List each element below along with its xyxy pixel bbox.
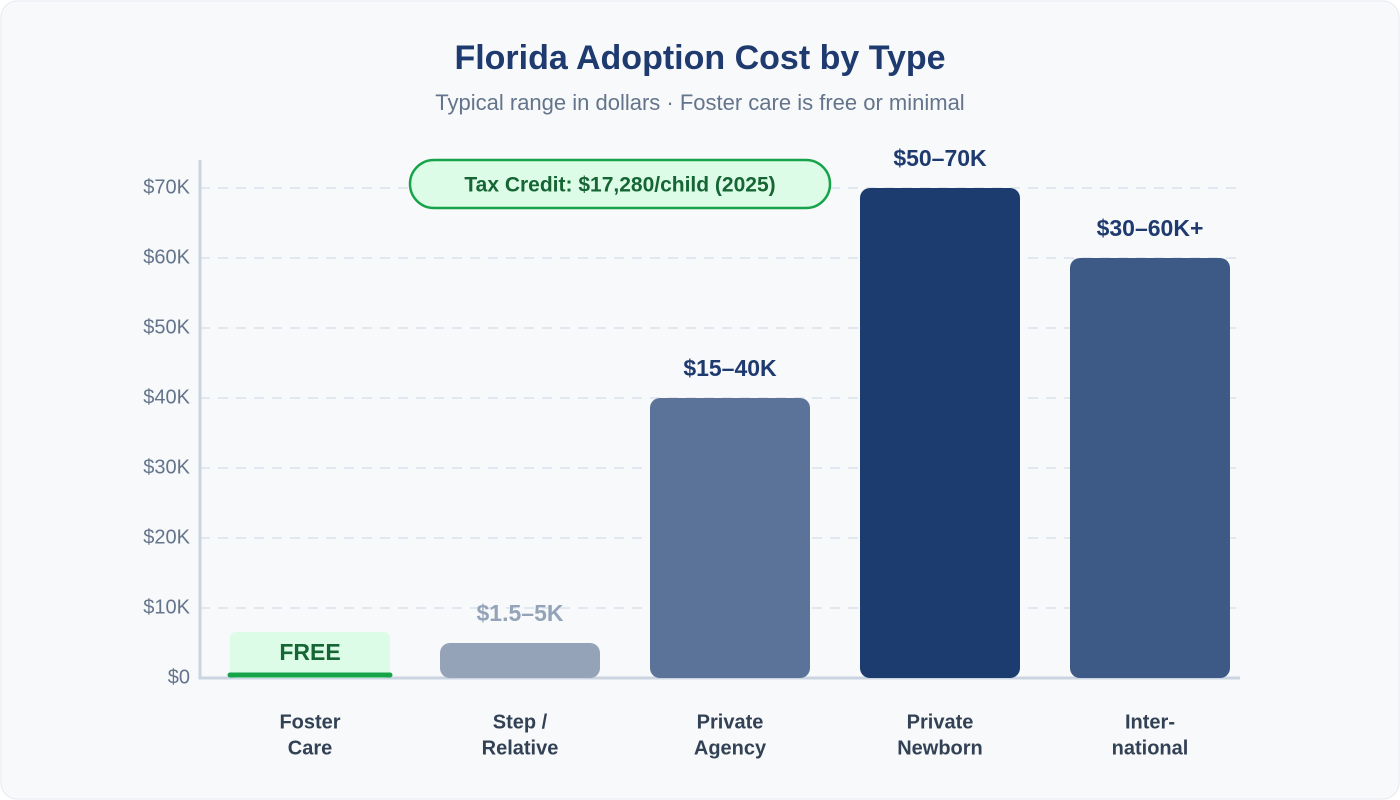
x-tick-label: Inter- xyxy=(1125,711,1175,733)
bar xyxy=(650,398,810,678)
value-label: $50–70K xyxy=(893,145,987,171)
y-tick-label: $10K xyxy=(143,596,190,618)
x-tick-label: Step / xyxy=(493,711,548,733)
x-tick-label: Care xyxy=(288,737,332,759)
value-label: $30–60K+ xyxy=(1097,215,1204,241)
x-tick-label: Newborn xyxy=(897,737,983,759)
y-tick-label: $0 xyxy=(168,666,190,688)
x-tick-label: Private xyxy=(697,711,764,733)
y-tick-label: $30K xyxy=(143,456,190,478)
bar xyxy=(1070,258,1230,678)
x-tick-label: Agency xyxy=(694,737,767,759)
y-tick-label: $50K xyxy=(143,316,190,338)
y-tick-label: $60K xyxy=(143,246,190,268)
free-badge xyxy=(230,632,390,678)
chart-subtitle: Typical range in dollars · Foster care i… xyxy=(435,90,964,115)
bar xyxy=(440,643,600,678)
y-tick-label: $70K xyxy=(143,176,190,198)
x-tick-label: Foster xyxy=(279,711,340,733)
value-label: FREE xyxy=(279,639,340,665)
y-tick-label: $40K xyxy=(143,386,190,408)
annotation-box xyxy=(408,158,832,210)
value-label: $15–40K xyxy=(683,355,777,381)
y-tick-label: $20K xyxy=(143,526,190,548)
value-label: $1.5–5K xyxy=(477,600,564,626)
x-tick-label: Relative xyxy=(482,737,559,759)
bar xyxy=(860,188,1020,678)
x-tick-label: Private xyxy=(907,711,974,733)
annotation: Tax Credit: $17,280/child (2025) xyxy=(464,174,775,197)
plot: $0 $10K $20K $30K $40K $50K $60K $70K Tax Credit… xyxy=(143,145,1240,759)
chart-title: Florida Adoption Cost by Type xyxy=(454,39,945,77)
x-tick-label: national xyxy=(1112,737,1189,759)
